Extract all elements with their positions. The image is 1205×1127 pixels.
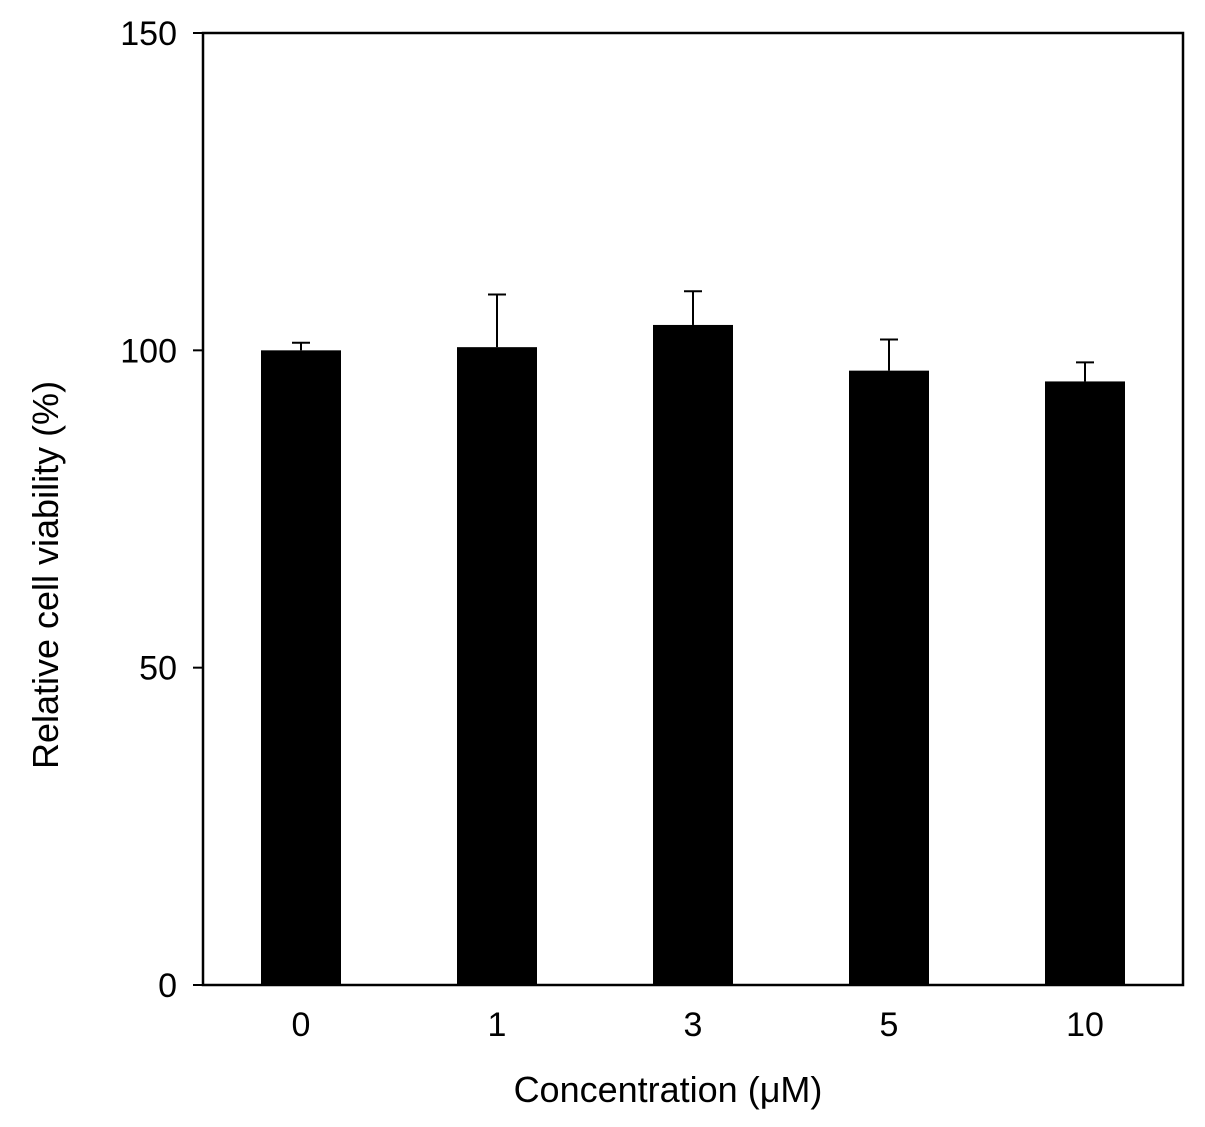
y-tick-label: 50 [139,650,177,688]
bar [261,350,341,985]
error-bars-layer [292,290,1094,382]
y-tick-label: 150 [120,15,177,53]
x-tick-label: 10 [1066,1006,1104,1044]
plot-frame [201,31,1185,987]
y-axis-title: Relative cell viability (%) [25,381,66,769]
bar [653,324,733,985]
x-axis-title: Concentration (μM) [514,1069,823,1110]
bar [1045,381,1125,985]
x-axis: 0 1 3 5 10 [292,1006,1104,1044]
y-tick-label: 0 [158,967,177,1005]
y-axis: 0 50 100 150 [120,15,203,1005]
x-tick-label: 0 [292,1006,311,1044]
bars-layer [261,324,1125,985]
y-tick-label: 100 [120,332,177,370]
x-tick-label: 1 [488,1006,507,1044]
bar [849,370,929,985]
x-tick-label: 5 [880,1006,899,1044]
x-tick-label: 3 [684,1006,703,1044]
bar [457,347,537,985]
